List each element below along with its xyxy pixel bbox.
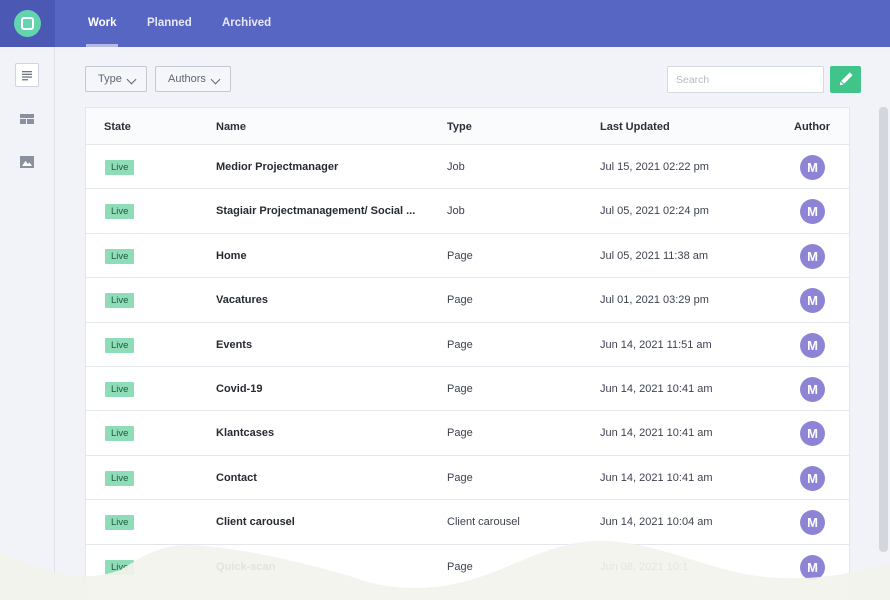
app-logo-icon[interactable] xyxy=(14,10,41,37)
row-type: Job xyxy=(447,205,465,218)
authors-filter-dropdown[interactable]: Authors xyxy=(155,66,231,92)
column-header-type[interactable]: Type xyxy=(447,121,472,133)
tab-planned[interactable]: Planned xyxy=(147,17,192,29)
row-type: Page xyxy=(447,560,473,573)
tab-archived[interactable]: Archived xyxy=(222,17,272,29)
row-name[interactable]: Medior Projectmanager xyxy=(216,161,339,173)
row-type: Page xyxy=(447,471,473,484)
author-avatar[interactable]: M xyxy=(800,243,825,269)
row-type: Page xyxy=(447,249,473,262)
status-badge: Live xyxy=(105,248,135,264)
status-badge: Live xyxy=(105,559,135,575)
author-avatar[interactable]: M xyxy=(800,554,825,580)
row-type: Page xyxy=(447,338,473,351)
author-avatar[interactable]: M xyxy=(800,465,825,491)
row-last-updated: Jun 14, 2021 10:41 am xyxy=(600,427,713,440)
column-header-author[interactable]: Author xyxy=(794,121,831,133)
row-name[interactable]: Client carousel xyxy=(216,516,295,529)
author-avatar[interactable]: M xyxy=(800,199,825,225)
table-row[interactable]: Live Klantcases Page Jun 14, 2021 10:41 … xyxy=(86,411,849,456)
table-scrollbar[interactable] xyxy=(879,107,888,552)
column-header-state[interactable]: State xyxy=(104,121,131,133)
chevron-down-icon xyxy=(210,74,221,85)
image-icon[interactable] xyxy=(15,150,39,174)
row-name[interactable]: Covid-19 xyxy=(216,383,263,395)
row-name[interactable]: Quick-scan xyxy=(216,560,276,573)
table-row[interactable]: Live Home Page Jul 05, 2021 11:38 am M xyxy=(86,233,849,279)
column-header-name[interactable]: Name xyxy=(216,121,246,133)
authors-filter-label: Authors xyxy=(168,73,206,85)
row-name[interactable]: Stagiair Projectmanagement/ Social ... xyxy=(216,205,416,218)
status-badge: Live xyxy=(105,160,135,175)
table-row[interactable]: Live Contact Page Jun 14, 2021 10:41 am … xyxy=(86,455,849,501)
author-avatar[interactable]: M xyxy=(800,332,825,358)
document-icon[interactable] xyxy=(15,63,39,87)
table-row[interactable]: Live Medior Projectmanager Job Jul 15, 2… xyxy=(86,145,849,190)
status-badge: Live xyxy=(105,515,135,531)
row-last-updated: Jun 14, 2021 10:41 am xyxy=(600,471,713,484)
sidebar xyxy=(0,47,55,600)
row-last-updated: Jul 05, 2021 11:38 am xyxy=(600,249,709,262)
table-row[interactable]: Live Events Page Jun 14, 2021 11:51 am M xyxy=(86,322,849,367)
logo-area xyxy=(0,0,55,47)
type-filter-label: Type xyxy=(98,73,122,85)
status-badge: Live xyxy=(105,470,135,486)
pencil-icon xyxy=(839,72,853,86)
chevron-down-icon xyxy=(126,74,137,85)
table-row[interactable]: Live Client carousel Client carousel Jun… xyxy=(86,500,849,545)
type-filter-dropdown[interactable]: Type xyxy=(85,66,147,92)
content-table: State Name Type Last Updated Author Live… xyxy=(85,107,850,600)
author-avatar[interactable]: M xyxy=(800,377,825,402)
status-badge: Live xyxy=(105,204,135,220)
row-last-updated: Jun 14, 2021 11:51 am xyxy=(600,338,712,351)
row-last-updated: Jun 14, 2021 10:41 am xyxy=(600,383,713,395)
author-avatar[interactable]: M xyxy=(800,155,825,180)
author-avatar[interactable]: M xyxy=(800,510,825,536)
row-name[interactable]: Contact xyxy=(216,471,257,484)
column-header-last-updated[interactable]: Last Updated xyxy=(600,121,670,133)
table-row[interactable]: Live Covid-19 Page Jun 14, 2021 10:41 am… xyxy=(86,367,849,412)
author-avatar[interactable]: M xyxy=(800,288,825,314)
row-name[interactable]: Events xyxy=(216,338,253,351)
row-name[interactable]: Klantcases xyxy=(216,427,275,440)
row-type: Job xyxy=(447,161,465,173)
row-last-updated: Jun 14, 2021 10:04 am xyxy=(600,516,713,529)
row-type: Client carousel xyxy=(447,516,520,529)
row-last-updated: Jul 05, 2021 02:24 pm xyxy=(600,205,709,218)
row-name[interactable]: Home xyxy=(216,249,247,262)
status-badge: Live xyxy=(105,293,135,309)
status-badge: Live xyxy=(105,337,135,353)
status-badge: Live xyxy=(105,382,135,397)
row-last-updated: Jun 08, 2021 10:1 xyxy=(600,560,689,573)
table-row[interactable]: Live Vacatures Page Jul 01, 2021 03:29 p… xyxy=(86,278,849,323)
row-type: Page xyxy=(447,427,473,440)
active-tab-indicator xyxy=(86,44,118,47)
table-row[interactable]: Live Quick-scan Page Jun 08, 2021 10:1 M xyxy=(86,544,849,589)
row-type: Page xyxy=(447,294,473,307)
tab-work[interactable]: Work xyxy=(88,17,117,29)
row-last-updated: Jul 01, 2021 03:29 pm xyxy=(600,294,709,307)
create-new-button[interactable] xyxy=(830,66,861,93)
row-name[interactable]: Vacatures xyxy=(216,294,268,307)
row-last-updated: Jul 15, 2021 02:22 pm xyxy=(600,161,709,173)
search-input[interactable] xyxy=(667,66,824,93)
layout-icon[interactable] xyxy=(15,107,39,131)
table-row[interactable]: Live Stagiair Projectmanagement/ Social … xyxy=(86,189,849,234)
top-nav-bar: Work Planned Archived xyxy=(0,0,890,47)
row-type: Page xyxy=(447,383,473,395)
table-header: State Name Type Last Updated Author xyxy=(86,108,849,145)
author-avatar[interactable]: M xyxy=(800,421,825,447)
status-badge: Live xyxy=(105,426,135,442)
